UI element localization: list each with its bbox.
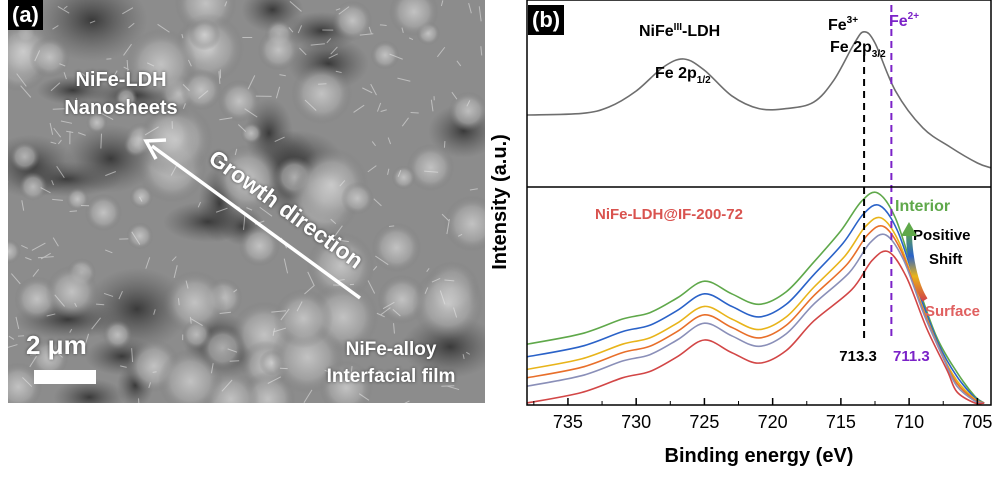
series-line-5 — [527, 234, 984, 403]
x-tick-label-715: 715 — [826, 412, 856, 432]
interior-label: Interior — [895, 198, 950, 215]
fe2-label: Fe2+ — [889, 11, 919, 30]
x-tick-label-735: 735 — [553, 412, 583, 432]
top-title: NiFeIII-LDH — [639, 22, 720, 40]
x-tick-label-720: 720 — [758, 412, 788, 432]
surface-label: Surface — [925, 303, 980, 320]
y-axis-label: Intensity (a.u.) — [489, 134, 511, 270]
x-tick-label-710: 710 — [894, 412, 924, 432]
positive-label: Positive — [913, 227, 971, 244]
x-tick-label-725: 725 — [689, 412, 719, 432]
series-line-3 — [527, 217, 984, 403]
film-line1: NiFe-alloy — [306, 336, 476, 363]
shift-label: Shift — [929, 251, 962, 268]
panel-b-label: (b) — [528, 5, 564, 35]
scale-bar-label: 2 μm — [26, 330, 116, 361]
top-spectrum-line — [527, 32, 991, 168]
fe3-label: Fe3+ — [828, 15, 858, 34]
film-line2: Interfacial film — [306, 363, 476, 390]
sem-image: (a) NiFe-LDH Nanosheets Growth direction… — [8, 0, 485, 403]
fe-2p32-label: Fe 2p3/2 — [830, 39, 886, 60]
sample-label: NiFe-LDH@IF-200-72 — [595, 206, 743, 223]
x-axis-label: Binding energy (eV) — [665, 445, 854, 467]
fe2-value-label: 711.3 — [893, 348, 930, 365]
interfacial-film-label: NiFe-alloy Interfacial film — [306, 336, 476, 390]
scale-bar — [34, 370, 96, 384]
x-tick-label-730: 730 — [621, 412, 651, 432]
series-line-4 — [527, 226, 984, 403]
fe3-value-label: 713.3 — [839, 348, 877, 365]
xps-chart: 735 730 725 720 715 710 705 Intensity (a.u.) B… — [485, 0, 1000, 475]
xps-svg: 735 730 725 720 715 710 705 Intensity (a.u.) B… — [485, 0, 1000, 475]
x-tick-label-705: 705 — [962, 412, 992, 432]
